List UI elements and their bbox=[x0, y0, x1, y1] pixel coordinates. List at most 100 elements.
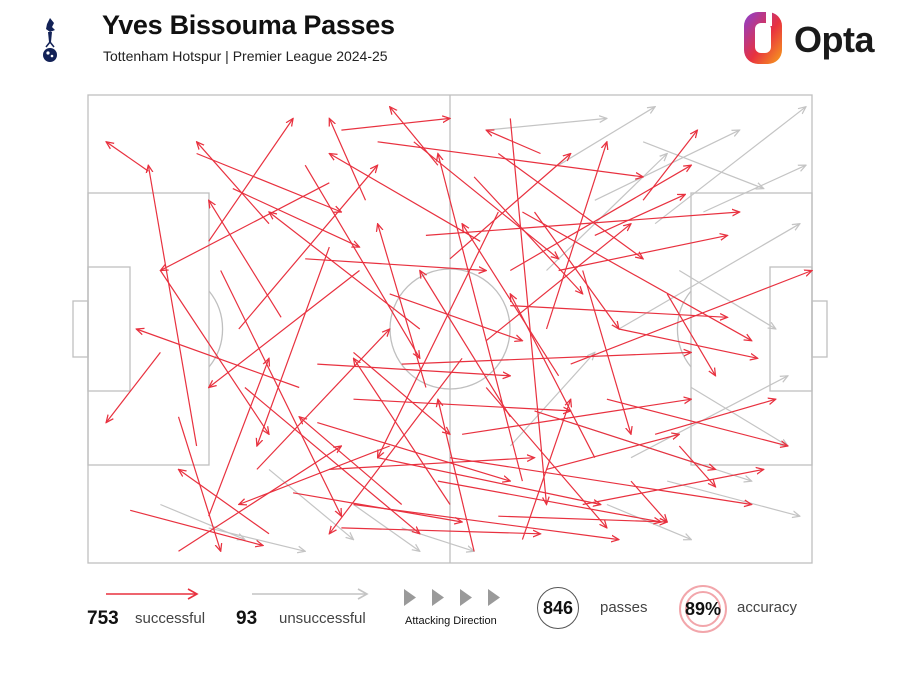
successful-pass-arrow bbox=[209, 200, 282, 318]
successful-pass-arrow bbox=[317, 422, 510, 482]
successful-pass-arrow bbox=[148, 165, 198, 447]
successful-pass-arrow bbox=[329, 357, 463, 534]
successful-pass-arrow bbox=[208, 358, 269, 517]
right-penalty-arc bbox=[676, 290, 692, 368]
successful-pass-arrow bbox=[136, 329, 300, 389]
page-subtitle: Tottenham Hotspur | Premier League 2024-… bbox=[103, 48, 388, 64]
successful-pass-arrow bbox=[256, 329, 390, 470]
left-penalty-arc bbox=[208, 290, 224, 368]
successful-pass-arrow bbox=[678, 445, 715, 487]
header: Yves Bissouma Passes Tottenham Hotspur |… bbox=[0, 0, 900, 80]
unsuccessful-pass-arrow bbox=[509, 352, 595, 447]
brand-name: Opta bbox=[794, 19, 875, 60]
successful-pass-arrow bbox=[239, 445, 390, 505]
accuracy-rings-icon bbox=[679, 585, 727, 633]
successful-pass-arrow bbox=[329, 118, 367, 201]
successful-pass-arrow bbox=[462, 399, 691, 435]
unsuccessful-pass-arrow bbox=[690, 386, 788, 447]
successful-pass-arrow bbox=[389, 293, 523, 341]
unsuccessful-pass-arrow bbox=[703, 165, 806, 213]
successful-pass-arrow bbox=[509, 165, 691, 272]
successful-pass-arrow bbox=[449, 154, 571, 260]
successful-pass-arrow bbox=[208, 118, 293, 242]
successful-pass-arrow bbox=[106, 142, 149, 172]
successful-pass-arrow bbox=[534, 211, 619, 329]
successful-pass-arrow bbox=[232, 188, 360, 248]
unsuccessful-pass-arrow bbox=[678, 269, 776, 330]
successful-pass-arrow bbox=[546, 434, 680, 470]
successful-pass-arrow bbox=[485, 387, 607, 528]
successful-label: successful bbox=[135, 610, 206, 627]
successful-pass-arrow bbox=[269, 212, 421, 330]
successful-pass-arrow bbox=[654, 399, 776, 435]
unsuccessful-label: unsuccessful bbox=[279, 610, 366, 627]
successful-pass-arrow bbox=[238, 165, 378, 330]
successful-pass-arrow bbox=[378, 224, 427, 388]
legend: 753 successful 93 unsuccessful Attacking… bbox=[0, 578, 900, 638]
unsuccessful-pass-arrow bbox=[558, 107, 656, 166]
successful-pass-arrow bbox=[257, 246, 330, 446]
successful-pass-arrow bbox=[582, 270, 631, 435]
unsuccessful-pass-arrow bbox=[654, 107, 806, 225]
successful-pass-arrow bbox=[390, 107, 439, 166]
successful-pass-arrow bbox=[420, 271, 511, 418]
pitch-markings bbox=[72, 94, 828, 564]
successful-pass-arrow bbox=[354, 358, 451, 505]
unsuccessful-pass-arrow bbox=[268, 468, 354, 539]
successful-pass-arrow bbox=[353, 351, 451, 434]
successful-pass-arrow bbox=[401, 352, 692, 365]
successful-pass-arrow bbox=[353, 398, 571, 411]
unsuccessful-arrow-icon bbox=[252, 588, 369, 600]
brand-logo: Opta bbox=[740, 10, 890, 68]
successful-pass-arrow bbox=[329, 458, 534, 470]
successful-pass-arrow bbox=[498, 515, 667, 522]
left-goal bbox=[72, 300, 89, 358]
right-goal bbox=[811, 300, 828, 358]
successful-pass-arrow bbox=[341, 118, 450, 131]
attacking-direction-label: Attacking Direction bbox=[405, 615, 497, 627]
successful-pass-arrow bbox=[377, 457, 601, 505]
successful-pass-arrow bbox=[509, 118, 546, 504]
successful-pass-arrow bbox=[642, 130, 697, 201]
accuracy-badge: 89% bbox=[684, 598, 722, 619]
successful-pass-arrow bbox=[666, 293, 715, 376]
successful-pass-arrow bbox=[160, 182, 330, 271]
successful-pass-arrow bbox=[304, 164, 420, 358]
successful-pass-arrow bbox=[130, 509, 263, 545]
successful-pass-arrow bbox=[317, 363, 510, 376]
successful-pass-arrow bbox=[413, 141, 559, 259]
successful-pass-arrow bbox=[197, 142, 270, 225]
successful-pass-arrow bbox=[177, 416, 221, 552]
unsuccessful-pass-arrow bbox=[486, 118, 607, 131]
unsuccessful-pass-arrow bbox=[618, 224, 800, 330]
passes-label: passes bbox=[600, 599, 648, 616]
unsuccessful-pass-arrow bbox=[594, 130, 740, 201]
successful-pass-arrow bbox=[521, 399, 570, 540]
successful-pass-arrow bbox=[425, 212, 740, 236]
right-six-yard-box bbox=[769, 266, 813, 392]
successful-pass-arrow bbox=[485, 224, 631, 342]
opta-logo-icon bbox=[744, 12, 782, 64]
unsuccessful-pass-arrow bbox=[642, 141, 764, 189]
unsuccessful-count: 93 bbox=[236, 608, 258, 629]
successful-pass-arrow bbox=[178, 446, 342, 552]
successful-passes bbox=[106, 107, 812, 552]
successful-pass-arrow bbox=[353, 503, 619, 540]
successful-pass-arrow bbox=[196, 152, 342, 213]
successful-pass-arrow bbox=[594, 194, 686, 236]
successful-pass-arrow bbox=[582, 469, 764, 506]
unsuccessful-passes bbox=[160, 107, 806, 552]
successful-pass-arrow bbox=[377, 141, 643, 177]
successful-pass-arrow bbox=[558, 235, 728, 272]
successful-pass-arrow bbox=[378, 211, 499, 458]
successful-arrow-icon bbox=[106, 588, 199, 600]
successful-pass-arrow bbox=[220, 270, 342, 517]
left-six-yard-box bbox=[87, 266, 131, 392]
successful-pass-arrow bbox=[534, 410, 716, 470]
left-penalty-box bbox=[87, 192, 210, 466]
successful-pass-arrow bbox=[545, 142, 607, 330]
successful-pass-arrow bbox=[618, 328, 758, 358]
unsuccessful-pass-arrow bbox=[208, 527, 306, 551]
successful-pass-arrow bbox=[106, 352, 161, 422]
